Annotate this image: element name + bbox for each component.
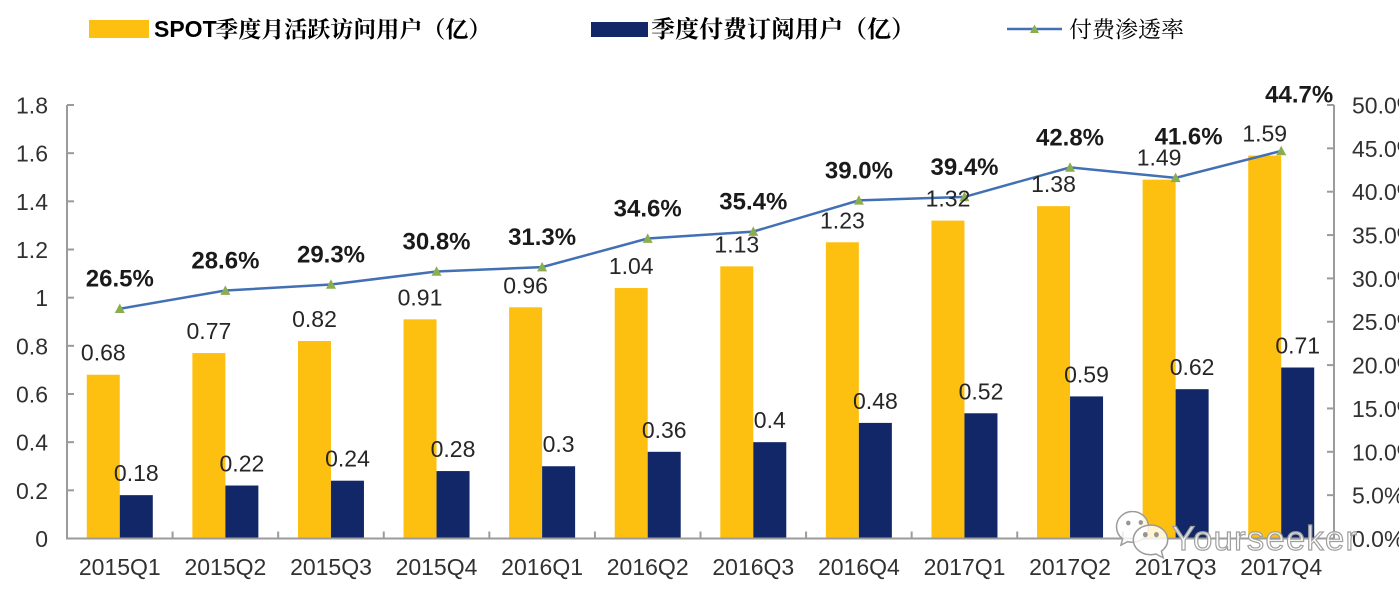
svg-text:0.3: 0.3 [543,431,575,457]
svg-text:44.7%: 44.7% [1265,82,1333,109]
svg-text:2015Q1: 2015Q1 [79,554,161,580]
svg-text:35.4%: 35.4% [719,189,787,216]
svg-text:1.49: 1.49 [1137,145,1182,171]
svg-text:0.52: 0.52 [959,378,1004,404]
svg-text:26.5%: 26.5% [86,266,154,293]
svg-text:2015Q3: 2015Q3 [290,554,372,580]
svg-text:2017Q2: 2017Q2 [1029,554,1111,580]
svg-text:39.4%: 39.4% [930,154,998,181]
svg-text:0.48: 0.48 [853,388,898,414]
svg-text:42.8%: 42.8% [1036,124,1104,151]
svg-text:2016Q4: 2016Q4 [818,554,900,580]
svg-text:0.4: 0.4 [754,407,786,433]
svg-text:50.0%: 50.0% [1352,93,1399,119]
svg-text:0.82: 0.82 [292,306,337,332]
svg-text:25.0%: 25.0% [1352,309,1399,335]
svg-text:0.68: 0.68 [81,340,126,366]
svg-text:2017Q3: 2017Q3 [1135,554,1217,580]
svg-text:2017Q1: 2017Q1 [924,554,1006,580]
svg-text:0.0%: 0.0% [1352,526,1399,552]
svg-text:0.18: 0.18 [114,460,159,486]
svg-text:0.77: 0.77 [187,318,232,344]
svg-text:10.0%: 10.0% [1352,439,1399,465]
svg-text:0.28: 0.28 [431,436,476,462]
svg-text:0.8: 0.8 [16,333,48,359]
svg-text:0.91: 0.91 [398,284,443,310]
svg-text:45.0%: 45.0% [1352,136,1399,162]
svg-text:5.0%: 5.0% [1352,483,1399,509]
svg-text:0.24: 0.24 [325,446,370,472]
svg-text:2015Q2: 2015Q2 [184,554,266,580]
svg-text:2016Q3: 2016Q3 [712,554,794,580]
svg-text:1: 1 [35,285,48,311]
svg-text:0.71: 0.71 [1275,333,1320,359]
svg-text:1.13: 1.13 [714,231,759,257]
svg-text:1.4: 1.4 [16,189,48,215]
svg-text:2017Q4: 2017Q4 [1240,554,1322,580]
svg-text:30.8%: 30.8% [402,229,470,256]
svg-text:30.0%: 30.0% [1352,266,1399,292]
svg-text:34.6%: 34.6% [614,196,682,223]
svg-text:31.3%: 31.3% [508,224,576,251]
svg-text:40.0%: 40.0% [1352,179,1399,205]
svg-text:20.0%: 20.0% [1352,353,1399,379]
svg-text:2016Q1: 2016Q1 [501,554,583,580]
svg-text:1.8: 1.8 [16,93,48,119]
svg-text:0.2: 0.2 [16,478,48,504]
svg-text:41.6%: 41.6% [1155,123,1223,150]
svg-text:1.2: 1.2 [16,237,48,263]
svg-text:2015Q4: 2015Q4 [396,554,478,580]
svg-text:1.6: 1.6 [16,141,48,167]
svg-text:0.4: 0.4 [16,430,48,456]
svg-text:1.23: 1.23 [820,207,865,233]
svg-text:1.59: 1.59 [1242,121,1287,147]
svg-text:SPOT: SPOT [154,16,217,42]
svg-text:29.3%: 29.3% [297,242,365,269]
svg-text:39.0%: 39.0% [825,157,893,184]
svg-text:0.22: 0.22 [220,451,265,477]
svg-text:0.36: 0.36 [642,417,687,443]
svg-text:35.0%: 35.0% [1352,223,1399,249]
svg-text:0.6: 0.6 [16,382,48,408]
svg-text:1.32: 1.32 [926,186,971,212]
svg-text:1.04: 1.04 [609,253,654,279]
svg-text:28.6%: 28.6% [191,248,259,275]
svg-text:0.96: 0.96 [503,272,548,298]
svg-text:0.59: 0.59 [1064,361,1109,387]
svg-text:1.38: 1.38 [1031,171,1076,197]
svg-text:15.0%: 15.0% [1352,396,1399,422]
svg-text:2016Q2: 2016Q2 [607,554,689,580]
svg-text:Yourseeker: Yourseeker [1172,520,1358,558]
svg-text:0: 0 [35,526,48,552]
svg-text:0.62: 0.62 [1170,354,1215,380]
